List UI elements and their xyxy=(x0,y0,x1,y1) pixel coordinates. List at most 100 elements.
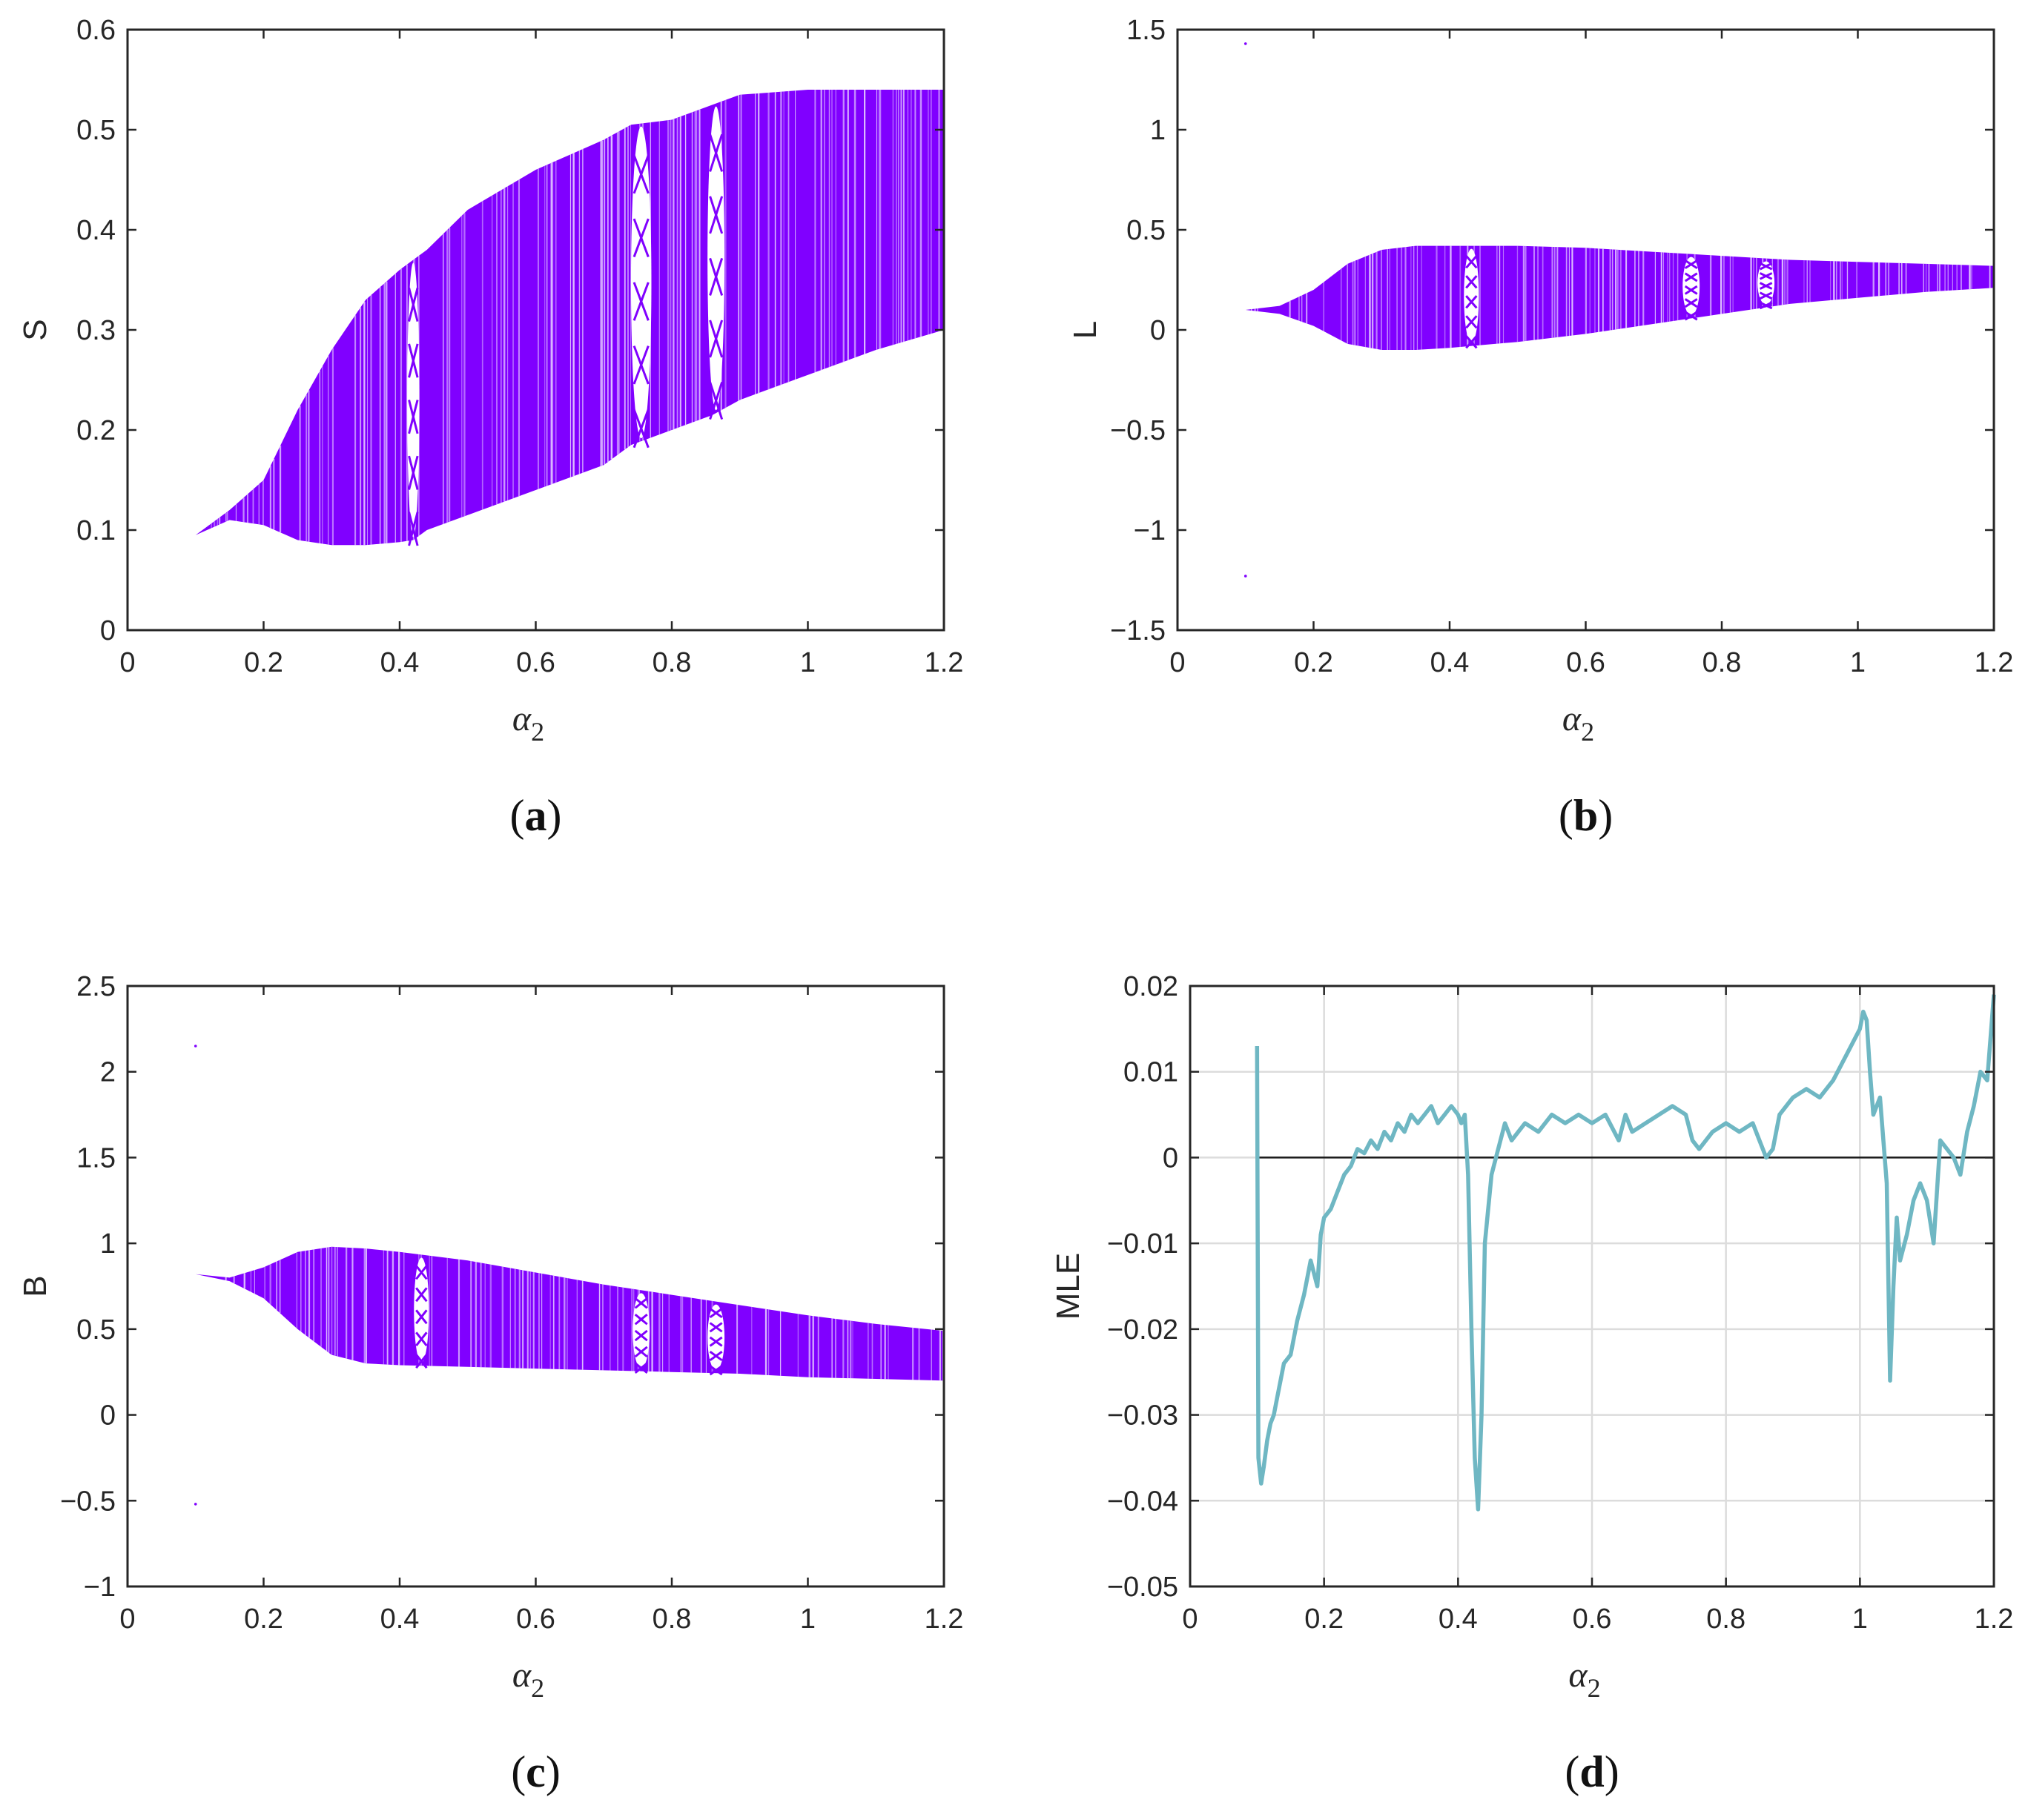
window-branch xyxy=(1684,285,1698,295)
x-tick-label: 0 xyxy=(1182,1604,1198,1635)
x-tick-label: 1 xyxy=(800,647,816,678)
panel-caption: (c) xyxy=(511,1747,561,1796)
y-tick-label: 0 xyxy=(1150,315,1166,346)
periodic-window xyxy=(407,262,420,537)
window-branch xyxy=(408,512,419,546)
series-line-mle xyxy=(1255,994,1996,1512)
y-tick-label: 1 xyxy=(1150,115,1166,146)
window-branch xyxy=(415,1331,428,1347)
window-branch xyxy=(709,196,724,234)
window-branch xyxy=(1759,282,1773,290)
x-tick-label: 0 xyxy=(119,1604,135,1635)
caption-open: ( xyxy=(1565,1747,1579,1796)
x-axis-label-subscript: 2 xyxy=(1581,717,1594,747)
x-tick-label: 0.4 xyxy=(1430,647,1470,678)
window-branch xyxy=(632,408,650,449)
window-branch xyxy=(634,1346,648,1358)
x-tick-label: 0.2 xyxy=(244,647,283,678)
window-branch xyxy=(632,218,650,258)
window-branch xyxy=(632,282,650,321)
caption-letter: a xyxy=(525,791,547,840)
window-branch xyxy=(634,1329,648,1342)
x-tick-label: 1 xyxy=(800,1604,816,1635)
window-branch xyxy=(1684,311,1698,321)
x-axis-label: α2 xyxy=(512,1655,544,1703)
window-branch xyxy=(408,400,419,434)
x-tick-label: 0.8 xyxy=(653,1604,692,1635)
caption-open: ( xyxy=(511,1747,526,1796)
x-tick-label: 1.2 xyxy=(1975,647,2014,678)
x-tick-label: 1.2 xyxy=(925,1604,964,1635)
caption-close: ) xyxy=(546,1747,561,1796)
window-branch xyxy=(709,1351,723,1362)
window-branch xyxy=(408,455,419,490)
y-tick-label: 0 xyxy=(100,615,116,646)
y-tick-label: −0.01 xyxy=(1107,1228,1178,1260)
y-tick-label: 0.4 xyxy=(76,215,116,246)
periodic-window xyxy=(707,106,725,411)
y-tick-label: 0.6 xyxy=(76,15,116,46)
window-branch xyxy=(1759,301,1773,310)
caption-letter: b xyxy=(1573,791,1598,840)
window-branch xyxy=(632,154,650,194)
y-tick-label: 0.01 xyxy=(1123,1057,1178,1088)
window-branch xyxy=(709,257,724,296)
caption-open: ( xyxy=(1559,791,1573,840)
window-branch xyxy=(1465,275,1478,289)
y-tick-label: 0 xyxy=(100,1400,116,1432)
x-axis-label-subscript: 2 xyxy=(1588,1673,1601,1703)
window-branch xyxy=(415,1309,428,1325)
y-tick-label: −0.04 xyxy=(1107,1486,1178,1517)
outlier-point xyxy=(1243,575,1247,578)
y-tick-label: −1 xyxy=(1134,515,1166,546)
caption-close: ) xyxy=(1605,1747,1619,1796)
y-tick-label: −0.05 xyxy=(1107,1572,1178,1603)
x-axis-label-main: α xyxy=(512,699,532,738)
window-branch xyxy=(634,1313,648,1326)
window-branch xyxy=(1465,255,1478,269)
x-tick-label: 1 xyxy=(1852,1604,1868,1635)
y-tick-label: −0.5 xyxy=(60,1486,116,1517)
y-tick-label: 0.3 xyxy=(76,315,116,346)
y-tick-label: 1 xyxy=(100,1228,116,1260)
x-tick-label: 0 xyxy=(1169,647,1185,678)
y-axis-label: S xyxy=(17,319,53,340)
y-tick-label: 2.5 xyxy=(76,971,116,1002)
y-tick-label: 0.2 xyxy=(76,415,116,446)
x-tick-label: 0.4 xyxy=(380,647,420,678)
panel-c: 0 0.2 0.4 0.6 0.8 1 1.2−1−0.500.511.522.5Bα2(c… xyxy=(17,971,963,1796)
y-tick-label: 0.5 xyxy=(1126,215,1166,246)
window-branch xyxy=(1684,272,1698,282)
window-branch xyxy=(408,343,419,378)
x-axis-label: α2 xyxy=(1562,699,1594,747)
x-axis-label: α2 xyxy=(512,699,544,747)
window-branch xyxy=(632,345,650,385)
panel-d: 0 0.2 0.4 0.6 0.8 1 1.2 −0.05 −0.04 −0.03 −0.02 −0.… xyxy=(1050,971,2013,1796)
bifurcation-band xyxy=(195,1246,944,1381)
y-tick-label: 0.5 xyxy=(76,1314,116,1346)
caption-open: ( xyxy=(510,791,525,840)
y-tick-label: 1.5 xyxy=(76,1142,116,1174)
x-tick-label: 0.8 xyxy=(1706,1604,1745,1635)
y-tick-label: −1 xyxy=(84,1572,116,1603)
panel-caption: (b) xyxy=(1559,791,1613,840)
window-branch xyxy=(634,1362,648,1374)
window-branch xyxy=(1465,295,1478,309)
y-tick-label: −0.03 xyxy=(1107,1400,1178,1432)
window-branch xyxy=(709,1308,723,1319)
window-branch xyxy=(1684,298,1698,308)
window-branch xyxy=(1684,259,1698,270)
x-tick-label: 0.2 xyxy=(1304,1604,1344,1635)
window-branch xyxy=(709,1336,723,1347)
x-tick-label: 0.4 xyxy=(380,1604,420,1635)
x-tick-label: 0.6 xyxy=(1573,1604,1612,1635)
window-branch xyxy=(1465,315,1478,329)
caption-close: ) xyxy=(1598,791,1613,840)
x-tick-label: 0.8 xyxy=(1702,647,1742,678)
periodic-window xyxy=(1464,248,1479,343)
window-branch xyxy=(709,133,724,172)
window-branch xyxy=(634,1297,648,1309)
panel-caption: (d) xyxy=(1565,1747,1619,1796)
y-tick-label: 0.5 xyxy=(76,115,116,146)
